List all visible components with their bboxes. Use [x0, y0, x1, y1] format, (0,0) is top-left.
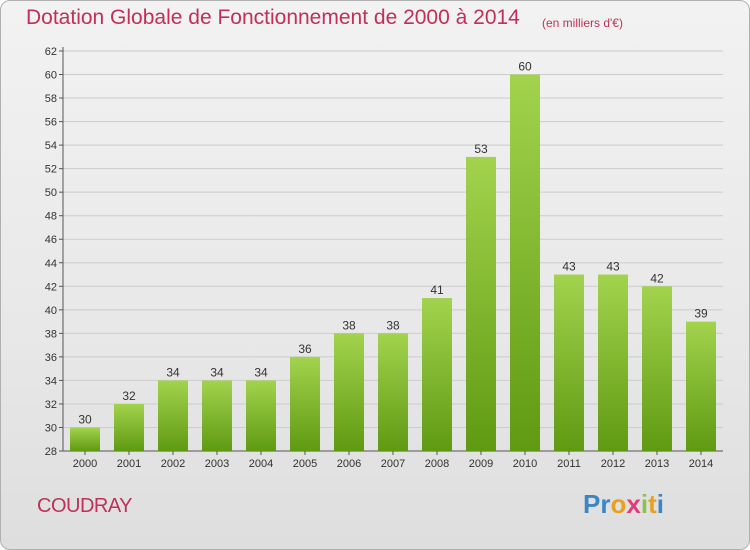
x-tick-label: 2000 — [73, 458, 97, 470]
y-tick-label: 32 — [45, 399, 57, 411]
chart-unit-note: (en milliers d'€) — [542, 16, 623, 30]
x-tick-label: 2012 — [601, 458, 625, 470]
bar — [686, 321, 716, 451]
x-tick-label: 2003 — [205, 458, 229, 470]
y-tick-label: 50 — [45, 187, 57, 199]
proxiti-logo[interactable]: Proxiti — [583, 489, 664, 520]
labels: 28 30 32 34 36 38 40 42 44 46 48 50 52 54 56 58 60 62 30 20… — [45, 46, 713, 470]
commune-name: COUDRAY — [37, 495, 133, 517]
data-label: 32 — [122, 389, 136, 403]
logo-letter: x — [626, 489, 641, 519]
logo-letter: t — [648, 489, 657, 519]
x-tick-label: 2004 — [249, 458, 273, 470]
bar — [202, 380, 232, 451]
bar — [158, 380, 188, 451]
y-tick-label: 34 — [45, 375, 57, 387]
data-label: 42 — [650, 271, 664, 285]
x-tick-label: 2006 — [337, 458, 361, 470]
x-tick-label: 2007 — [381, 458, 405, 470]
logo-letter: r — [600, 489, 611, 519]
x-tick-label: 2009 — [469, 458, 493, 470]
x-tick-label: 2005 — [293, 458, 317, 470]
logo-letter: i — [656, 489, 664, 519]
bar — [510, 74, 540, 451]
data-label: 41 — [430, 283, 444, 297]
data-label: 36 — [298, 342, 312, 356]
y-tick-label: 38 — [45, 328, 57, 340]
x-tick-label: 2010 — [513, 458, 537, 470]
data-label: 34 — [210, 365, 224, 379]
data-label: 53 — [474, 142, 488, 156]
data-label: 43 — [606, 260, 620, 274]
x-tick-label: 2011 — [557, 458, 581, 470]
y-tick-label: 54 — [45, 140, 57, 152]
bar — [114, 403, 144, 451]
bar — [290, 356, 320, 451]
bar — [422, 298, 452, 451]
data-label: 30 — [78, 412, 92, 426]
bar — [642, 286, 672, 451]
y-tick-label: 40 — [45, 305, 57, 317]
data-label: 34 — [166, 365, 180, 379]
logo-letter: o — [610, 489, 627, 519]
y-tick-label: 48 — [45, 211, 57, 223]
y-tick-label: 46 — [45, 234, 57, 246]
x-tick-label: 2013 — [645, 458, 669, 470]
y-tick-label: 52 — [45, 164, 57, 176]
logo-letter: P — [583, 489, 601, 519]
y-tick-label: 30 — [45, 422, 57, 434]
x-tick-label: 2014 — [689, 458, 713, 470]
bar — [70, 427, 100, 451]
data-label: 43 — [562, 260, 576, 274]
data-label: 38 — [342, 318, 356, 332]
x-tick-label: 2001 — [117, 458, 141, 470]
chart-title: Dotation Globale de Fonctionnement de 20… — [26, 6, 520, 29]
bar — [378, 333, 408, 451]
y-tick-label: 58 — [45, 93, 57, 105]
bars — [70, 74, 716, 451]
y-tick-label: 60 — [45, 70, 57, 82]
bar — [334, 333, 364, 451]
bar — [598, 274, 628, 451]
bar — [466, 156, 496, 451]
bar — [246, 380, 276, 451]
y-tick-label: 42 — [45, 281, 57, 293]
x-tick-label: 2002 — [161, 458, 185, 470]
x-tick-label: 2008 — [425, 458, 449, 470]
data-label: 39 — [694, 307, 708, 321]
bar — [554, 274, 584, 451]
y-tick-label: 44 — [45, 258, 57, 270]
y-tick-label: 36 — [45, 352, 57, 364]
data-label: 38 — [386, 318, 400, 332]
logo-letter: i — [640, 489, 649, 519]
y-tick-label: 62 — [45, 46, 57, 58]
data-label: 34 — [254, 365, 268, 379]
y-tick-label: 56 — [45, 117, 57, 129]
data-label: 60 — [518, 60, 532, 74]
y-tick-label: 28 — [45, 446, 57, 458]
